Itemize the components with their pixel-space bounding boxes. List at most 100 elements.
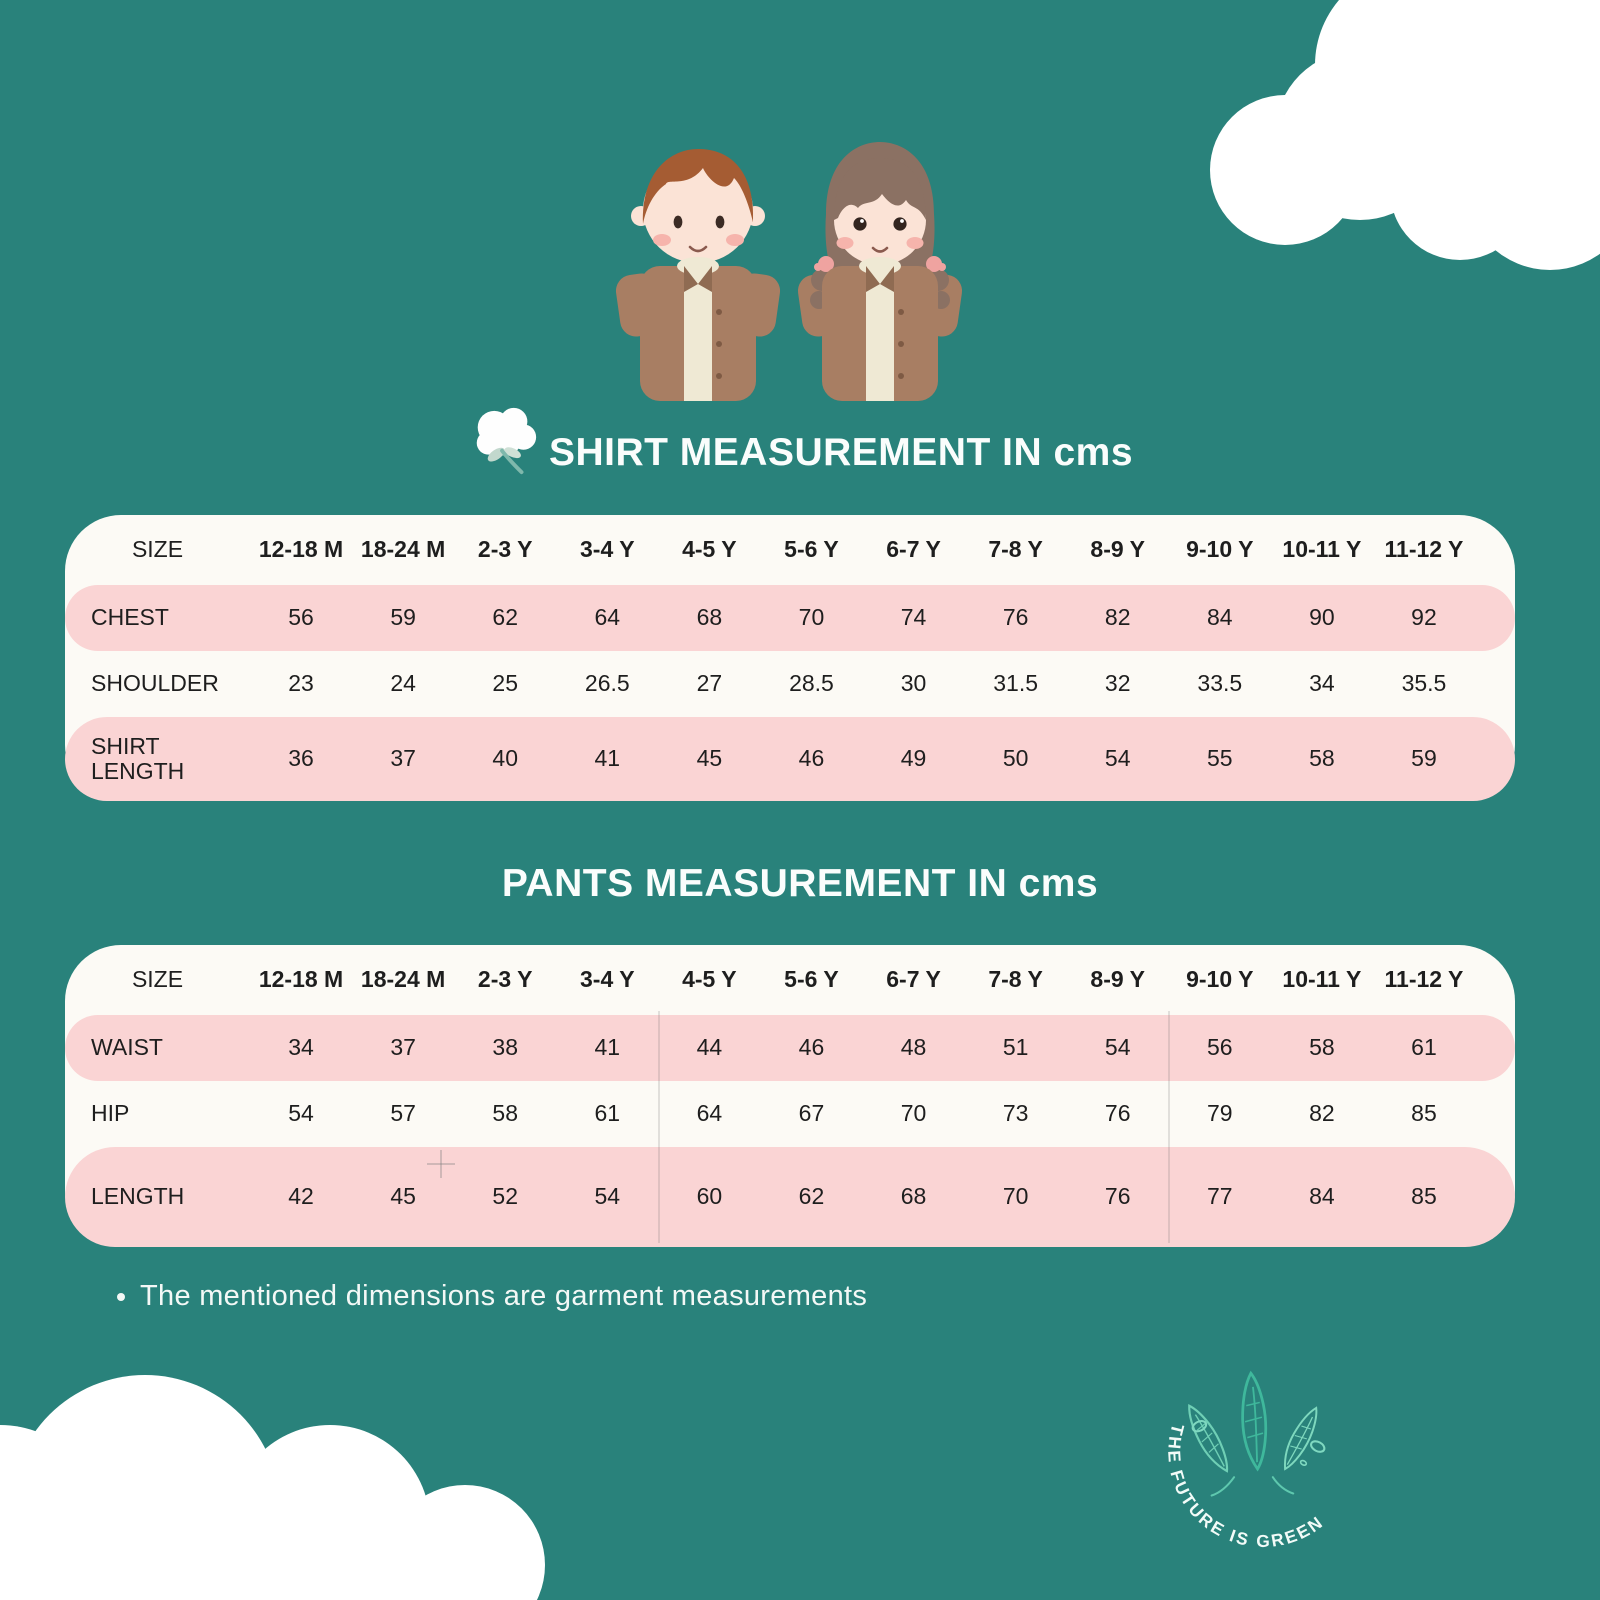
size-column-header: 9-10 Y [1186, 536, 1254, 563]
measurement-row-chest: CHEST 56 59 62 64 68 70 74 76 82 84 90 92 [65, 585, 1515, 651]
measurement-value: 41 [594, 745, 621, 772]
size-column-header: 9-10 Y [1186, 966, 1254, 993]
measurement-row-length: LENGTH 42 45 52 54 60 62 68 70 76 77 84 85 [65, 1147, 1515, 1247]
pants-section-title-row: PANTS MEASUREMENT IN cms [0, 862, 1600, 906]
measurement-value: 27 [696, 670, 723, 697]
shirt-section-title: SHIRT MEASUREMENT IN cms [548, 431, 1134, 474]
measurement-value: 40 [492, 745, 518, 772]
measurement-value: 61 [1411, 1034, 1437, 1061]
measurement-value: 50 [1002, 745, 1029, 772]
measurement-value: 54 [288, 1100, 314, 1127]
logo-leaves [1180, 1371, 1326, 1497]
row-label: SHOULDER [91, 670, 219, 697]
size-column-header: 6-7 Y [886, 536, 941, 563]
size-column-header: 7-8 Y [988, 536, 1043, 563]
measurement-value: 74 [900, 604, 927, 631]
crosshair-artifact [427, 1150, 455, 1178]
measurement-value: 90 [1309, 604, 1335, 631]
size-column-header: 10-11 Y [1282, 966, 1362, 993]
girl-illustration [797, 142, 963, 401]
measurement-value: 54 [594, 1183, 621, 1210]
measurement-row-hip: HIP 54 57 58 61 64 67 70 73 76 79 82 85 [65, 1081, 1515, 1147]
size-column-header: 4-5 Y [682, 966, 737, 993]
measurement-value: 70 [1002, 1183, 1029, 1210]
measurement-value: 85 [1411, 1183, 1437, 1210]
measurement-value: 92 [1411, 604, 1437, 631]
row-label: HIP [91, 1100, 130, 1127]
size-header-label: SIZE [131, 966, 184, 993]
measurement-value: 58 [492, 1100, 518, 1127]
size-column-header: 5-6 Y [784, 536, 839, 563]
size-column-header: 18-24 M [360, 966, 446, 993]
row-label: LENGTH [91, 1183, 185, 1210]
size-column-header: 5-6 Y [784, 966, 839, 993]
measurement-value: 68 [696, 604, 723, 631]
measurement-value: 48 [900, 1034, 927, 1061]
measurement-value: 52 [492, 1183, 518, 1210]
measurement-value: 61 [594, 1100, 621, 1127]
size-column-header: 3-4 Y [580, 966, 635, 993]
measurement-value: 31.5 [993, 670, 1038, 697]
measurement-value: 46 [798, 1034, 825, 1061]
measurement-value: 73 [1002, 1100, 1029, 1127]
measurement-value: 37 [390, 745, 416, 772]
measurement-value: 58 [1309, 745, 1335, 772]
measurement-value: 55 [1206, 745, 1233, 772]
measurement-value: 79 [1206, 1100, 1233, 1127]
measurement-value: 41 [594, 1034, 621, 1061]
measurement-value: 34 [288, 1034, 314, 1061]
shirt-section-title-row: SHIRT MEASUREMENT IN cms [0, 407, 1600, 492]
size-column-header: 10-11 Y [1282, 536, 1362, 563]
measurement-value: 60 [696, 1183, 723, 1210]
measurement-value: 42 [288, 1183, 314, 1210]
measurement-value: 34 [1309, 670, 1335, 697]
measurement-value: 70 [798, 604, 825, 631]
measurement-value: 70 [900, 1100, 927, 1127]
table-seam-artifact [1168, 1011, 1170, 1243]
measurement-value: 59 [390, 604, 416, 631]
boy-and-girl-illustration [615, 142, 963, 401]
measurement-value: 54 [1104, 1034, 1131, 1061]
measurement-value: 32 [1104, 670, 1131, 697]
measurement-value: 35.5 [1401, 670, 1447, 697]
cotton-flower-icon [476, 407, 537, 475]
measurement-value: 44 [696, 1034, 723, 1061]
size-column-header: 11-12 Y [1384, 966, 1464, 993]
size-column-header: 18-24 M [360, 536, 446, 563]
cloud-top-right [1210, 0, 1600, 270]
size-header-label: SIZE [131, 536, 184, 563]
measurement-value: 64 [594, 604, 621, 631]
measurement-row-waist: WAIST 34 37 38 41 44 46 48 51 54 56 58 61 [65, 1015, 1515, 1081]
row-label: CHEST [91, 604, 169, 631]
measurement-value: 45 [696, 745, 723, 772]
measurement-value: 85 [1411, 1100, 1437, 1127]
measurement-value: 30 [900, 670, 927, 697]
measurement-value: 23 [288, 670, 314, 697]
measurement-value: 82 [1104, 604, 1131, 631]
measurement-value: 36 [288, 745, 314, 772]
measurement-value: 33.5 [1197, 670, 1243, 697]
size-header-row: SIZE 12-18 M 18-24 M 2-3 Y 3-4 Y 4-5 Y 5-6 Y 6-… [65, 515, 1515, 585]
measurement-row-shoulder: SHOULDER 23 24 25 26.5 27 28.5 30 31.5 32 33.5 34 35… [65, 651, 1515, 717]
measurement-value: 68 [900, 1183, 927, 1210]
measurement-value: 51 [1002, 1034, 1029, 1061]
measurement-value: 45 [390, 1183, 416, 1210]
measurement-row-shirt-length: SHIRT LENGTH 36 37 40 41 45 46 49 50 54 55 58 59 [65, 717, 1515, 801]
measurement-value: 84 [1206, 604, 1233, 631]
measurement-value: 64 [696, 1100, 723, 1127]
size-column-header: 12-18 M [258, 966, 344, 993]
measurement-value: 28.5 [789, 670, 834, 697]
shirt-measurement-table: SIZE 12-18 M 18-24 M 2-3 Y 3-4 Y 4-5 Y 5-6 Y 6-… [65, 515, 1515, 801]
measurement-value: 76 [1104, 1183, 1131, 1210]
measurement-value: 54 [1104, 745, 1131, 772]
size-column-header: 4-5 Y [682, 536, 737, 563]
size-header-row: SIZE 12-18 M 18-24 M 2-3 Y 3-4 Y 4-5 Y 5-6 Y 6-… [65, 945, 1515, 1015]
garment-note: The mentioned dimensions are garment mea… [140, 1280, 867, 1313]
measurement-value: 59 [1411, 745, 1437, 772]
measurement-value: 26.5 [584, 670, 630, 697]
future-is-green-logo: THE FUTURE IS GREEN [1164, 1371, 1326, 1551]
size-column-header: 7-8 Y [988, 966, 1043, 993]
size-column-header: 3-4 Y [580, 536, 635, 563]
size-column-header: 6-7 Y [886, 966, 941, 993]
